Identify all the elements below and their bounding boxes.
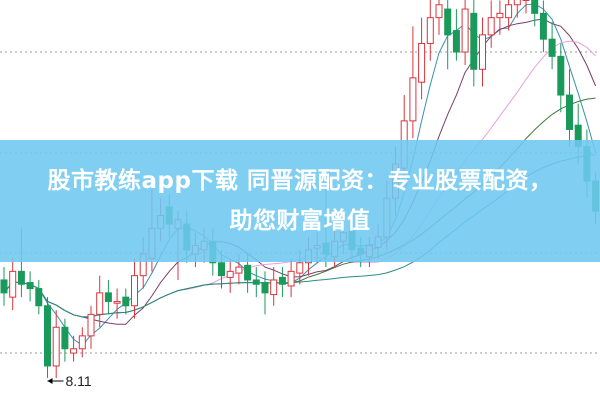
- candle-down: [35, 279, 43, 315]
- candle-down: [444, 0, 452, 70]
- candle-up: [505, 0, 513, 31]
- candle-body: [418, 42, 426, 83]
- candle-body: [435, 4, 443, 19]
- candle-down: [44, 297, 51, 378]
- candle-body: [496, 12, 504, 19]
- candle-body: [426, 17, 434, 44]
- candle-body: [122, 296, 130, 307]
- candle-up: [52, 310, 60, 378]
- candle-body: [52, 326, 60, 367]
- candle-body: [61, 326, 69, 350]
- candle-down: [452, 9, 460, 61]
- candle-up: [496, 0, 504, 35]
- candle-body: [26, 282, 34, 290]
- candle-up: [513, 0, 521, 18]
- candle-up: [522, 0, 530, 14]
- candle-body: [218, 262, 225, 277]
- candle-down: [0, 267, 8, 306]
- low-arrow-head: [47, 378, 53, 384]
- candle-up: [426, 0, 434, 61]
- candle-down: [557, 43, 565, 113]
- candle-body: [287, 270, 295, 287]
- candle-body: [70, 348, 78, 354]
- candle-down: [61, 318, 69, 362]
- low-price-label: 8.11: [66, 373, 92, 389]
- low-annotation: 8.11: [47, 373, 92, 389]
- candle-body: [444, 8, 452, 36]
- candle-body: [470, 12, 478, 70]
- candle-up: [435, 0, 443, 35]
- candle-body: [513, 0, 521, 6]
- candle-down: [278, 267, 286, 298]
- candle-up: [287, 258, 295, 298]
- candle-body: [226, 270, 234, 278]
- candle-body: [479, 34, 486, 70]
- candle-up: [487, 0, 495, 48]
- candle-body: [35, 288, 43, 307]
- candle-body: [131, 275, 138, 307]
- candle-down: [26, 271, 34, 302]
- candle-down: [122, 288, 130, 315]
- candle-body: [17, 270, 25, 285]
- candle-body: [461, 8, 469, 53]
- candle-body: [548, 38, 556, 57]
- candle-down: [531, 0, 539, 27]
- candle-down: [548, 21, 556, 70]
- candle-body: [244, 264, 252, 281]
- candle-body: [505, 4, 513, 19]
- candle-body: [409, 77, 417, 122]
- candle-body: [452, 30, 460, 53]
- candle-body: [261, 282, 269, 294]
- candle-up: [113, 288, 121, 319]
- candle-up: [418, 17, 426, 100]
- candle-up: [78, 327, 86, 358]
- candle-up: [461, 0, 469, 65]
- candle-body: [270, 279, 278, 296]
- candle-body: [96, 292, 104, 315]
- candle-body: [539, 12, 547, 40]
- candle-down: [539, 0, 547, 53]
- candle-down: [470, 0, 478, 87]
- candle-body: [87, 313, 95, 337]
- candle-body: [252, 279, 260, 285]
- candle-up: [87, 305, 95, 349]
- candle-body: [531, 0, 539, 14]
- candle-body: [557, 55, 565, 96]
- candle-down: [566, 69, 573, 147]
- candle-body: [78, 335, 86, 350]
- candle-up: [270, 267, 278, 306]
- candle-up: [479, 17, 486, 87]
- candle-body: [487, 17, 495, 36]
- candle-body: [566, 94, 573, 130]
- candle-body: [296, 262, 304, 274]
- candle-up: [9, 258, 17, 311]
- candle-up: [409, 26, 417, 139]
- candle-down: [252, 267, 260, 298]
- candle-body: [235, 266, 243, 274]
- candle-body: [0, 279, 8, 294]
- candle-down: [261, 271, 269, 315]
- candle-up: [96, 275, 104, 328]
- candle-body: [9, 270, 17, 298]
- banner-title-line2: 助您财富增值: [229, 208, 371, 234]
- banner-title-line1: 股市教练app下载 同晋源配资：专业股票配资，: [47, 168, 553, 194]
- candle-up: [70, 335, 78, 362]
- candle-up: [226, 258, 234, 293]
- candle-down: [104, 279, 112, 315]
- title-banner: 股市教练app下载 同晋源配资：专业股票配资， 助您财富增值: [0, 140, 600, 262]
- candle-up: [131, 258, 138, 319]
- candle-body: [278, 276, 286, 285]
- candle-body: [44, 305, 51, 367]
- candle-body: [113, 300, 121, 304]
- candle-body: [104, 292, 112, 302]
